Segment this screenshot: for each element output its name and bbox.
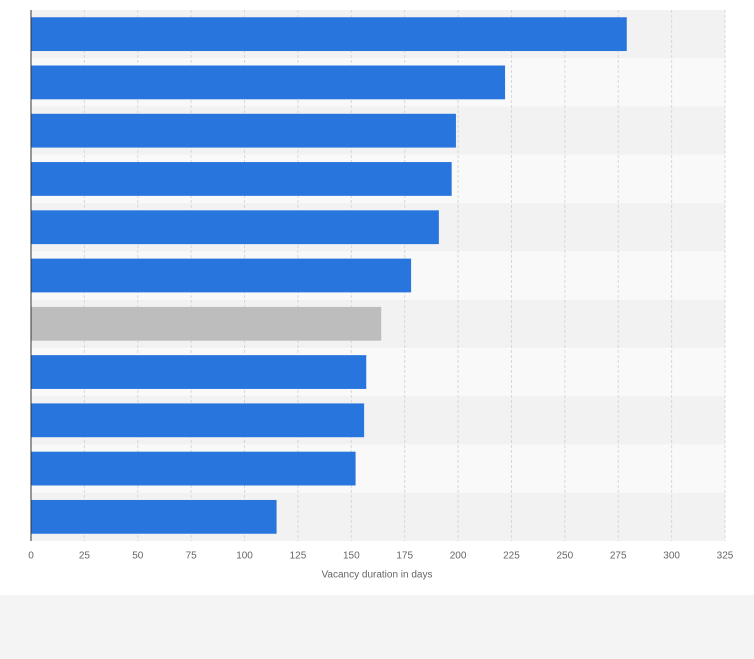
footer-band	[0, 595, 754, 659]
bar	[31, 113, 456, 148]
x-tick-label: 250	[557, 551, 574, 562]
x-tick-label: 100	[236, 551, 253, 562]
bar	[31, 451, 356, 486]
bar	[31, 162, 452, 196]
bar	[31, 17, 627, 52]
x-tick-label: 125	[290, 551, 307, 562]
x-tick-label: 75	[186, 551, 198, 562]
bar	[31, 499, 277, 534]
x-tick-label: 150	[343, 551, 360, 562]
x-axis-label: Vacancy duration in days	[322, 570, 433, 581]
x-tick-label: 200	[450, 551, 467, 562]
x-tick-label: 300	[663, 551, 680, 562]
bar	[31, 210, 439, 245]
bar	[31, 258, 412, 293]
x-tick-label: 325	[717, 551, 734, 562]
x-tick-label: 175	[396, 551, 413, 562]
x-tick-label: 275	[610, 551, 627, 562]
bar	[31, 65, 506, 100]
bar	[31, 306, 382, 341]
x-tick-label: 0	[28, 551, 34, 562]
bar	[31, 355, 367, 389]
x-tick-label: 50	[132, 551, 144, 562]
x-tick-label: 225	[503, 551, 520, 562]
bar	[31, 403, 365, 438]
x-tick-label: 25	[79, 551, 91, 562]
